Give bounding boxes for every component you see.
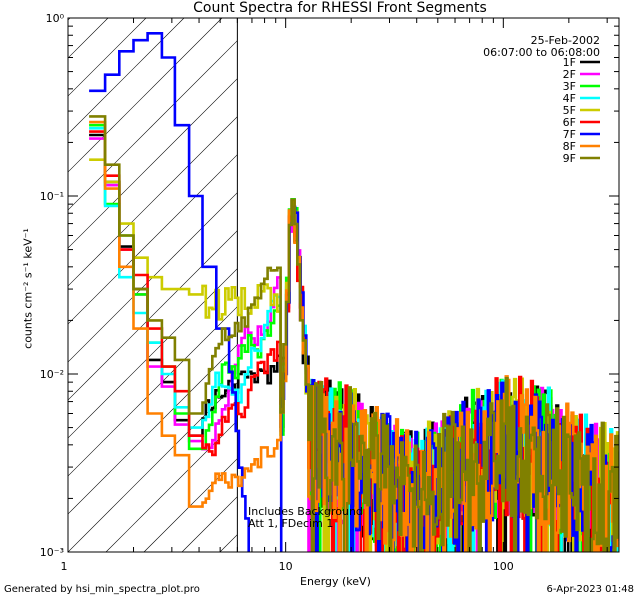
time-range-label: 06:07:00 to 06:08:00 [483,46,600,59]
legend-label-5F: 5F [563,104,576,117]
plot-frame [67,17,620,553]
footer-generated-by: Generated by hsi_min_spectra_plot.pro [4,584,200,595]
x-tick-label-0: 10 [279,560,293,573]
y-tick-label-3: 10⁰ [46,12,65,25]
series-line-9F [89,115,619,552]
x-tick-label-1: 100 [493,560,514,573]
legend-label-1F: 1F [563,56,576,69]
legend-label-6F: 6F [563,116,576,129]
y-tick-label-2: 10⁻¹ [40,190,64,203]
date-label: 25-Feb-2002 [530,34,600,47]
y-tick-label-0: 10⁻³ [40,546,64,559]
annotation-attenuator: Att 1, FDecim 1 [248,517,334,530]
legend-label-4F: 4F [563,92,576,105]
legend-label-8F: 8F [563,140,576,153]
legend-label-7F: 7F [563,128,576,141]
chart-title: Count Spectra for RHESSI Front Segments [193,0,487,16]
legend-label-2F: 2F [563,68,576,81]
x-tick-label-edge: 1 [61,560,68,573]
annotation-background: Includes Background [248,505,363,518]
x-axis-label: Energy (keV) [300,575,371,588]
footer-timestamp: 6-Apr-2023 01:48 [546,584,634,595]
y-tick-label-1: 10⁻² [40,368,64,381]
y-axis-label: counts cm⁻² s⁻¹ keV⁻¹ [21,228,35,349]
legend-label-3F: 3F [563,80,576,93]
legend-label-9F: 9F [563,152,576,165]
